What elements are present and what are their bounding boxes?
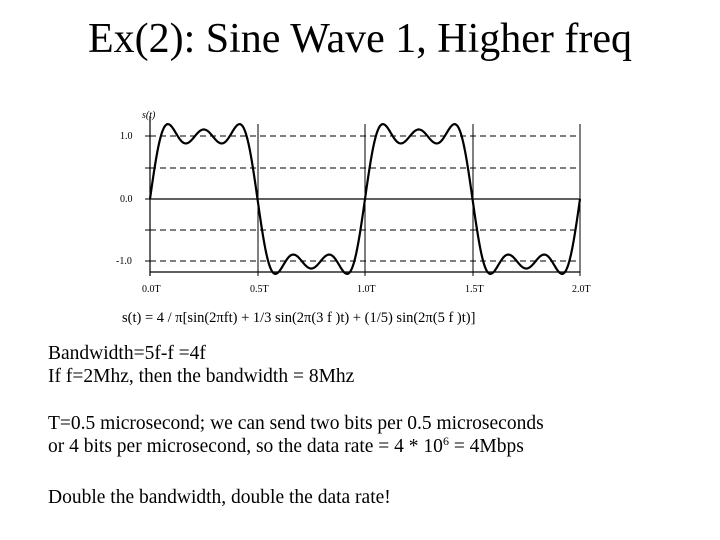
y-axis-label: s(t) xyxy=(142,110,156,121)
slide-title: Ex(2): Sine Wave 1, Higher freq xyxy=(87,16,632,62)
bandwidth-line: Bandwidth=5f-f =4f xyxy=(48,343,206,364)
y-ticks xyxy=(145,135,150,262)
waveform-plot: s(t) 1.0 0.0 -1.0 0.0T 0.5T 1.0T 1.5T 2.… xyxy=(116,110,591,326)
data-rate-suffix: = 4Mbps xyxy=(448,436,524,457)
period-lines xyxy=(257,124,581,276)
conclusion-line: Double the bandwidth, double the data ra… xyxy=(48,487,391,508)
body-text: Bandwidth=5f-f =4f If f=2Mhz, then the b… xyxy=(48,342,708,509)
bandwidth-example-line: If f=2Mhz, then the bandwidth = 8Mhz xyxy=(48,366,355,387)
y-tick-label: 1.0 xyxy=(120,131,133,142)
period-line: T=0.5 microsecond; we can send two bits … xyxy=(48,413,544,434)
x-tick-label: 2.0T xyxy=(572,284,591,295)
x-tick-label: 1.0T xyxy=(357,284,376,295)
data-rate-prefix: or 4 bits per microsecond, so the data r… xyxy=(48,436,443,457)
waveform-formula: s(t) = 4 / π[sin(2πft) + 1/3 sin(2π(3 f … xyxy=(122,310,475,326)
waveform-figure: s(t) 1.0 0.0 -1.0 0.0T 0.5T 1.0T 1.5T 2.… xyxy=(108,104,608,336)
data-rate-line: or 4 bits per microsecond, so the data r… xyxy=(48,435,708,458)
x-tick-label: 1.5T xyxy=(465,284,484,295)
data-rate-exponent: 6 xyxy=(442,434,449,448)
x-tick-label: 0.0T xyxy=(142,284,161,295)
x-tick-label: 0.5T xyxy=(250,284,269,295)
y-tick-label: 0.0 xyxy=(120,194,133,205)
waveform-curve xyxy=(148,123,582,275)
y-tick-label: -1.0 xyxy=(116,256,132,267)
